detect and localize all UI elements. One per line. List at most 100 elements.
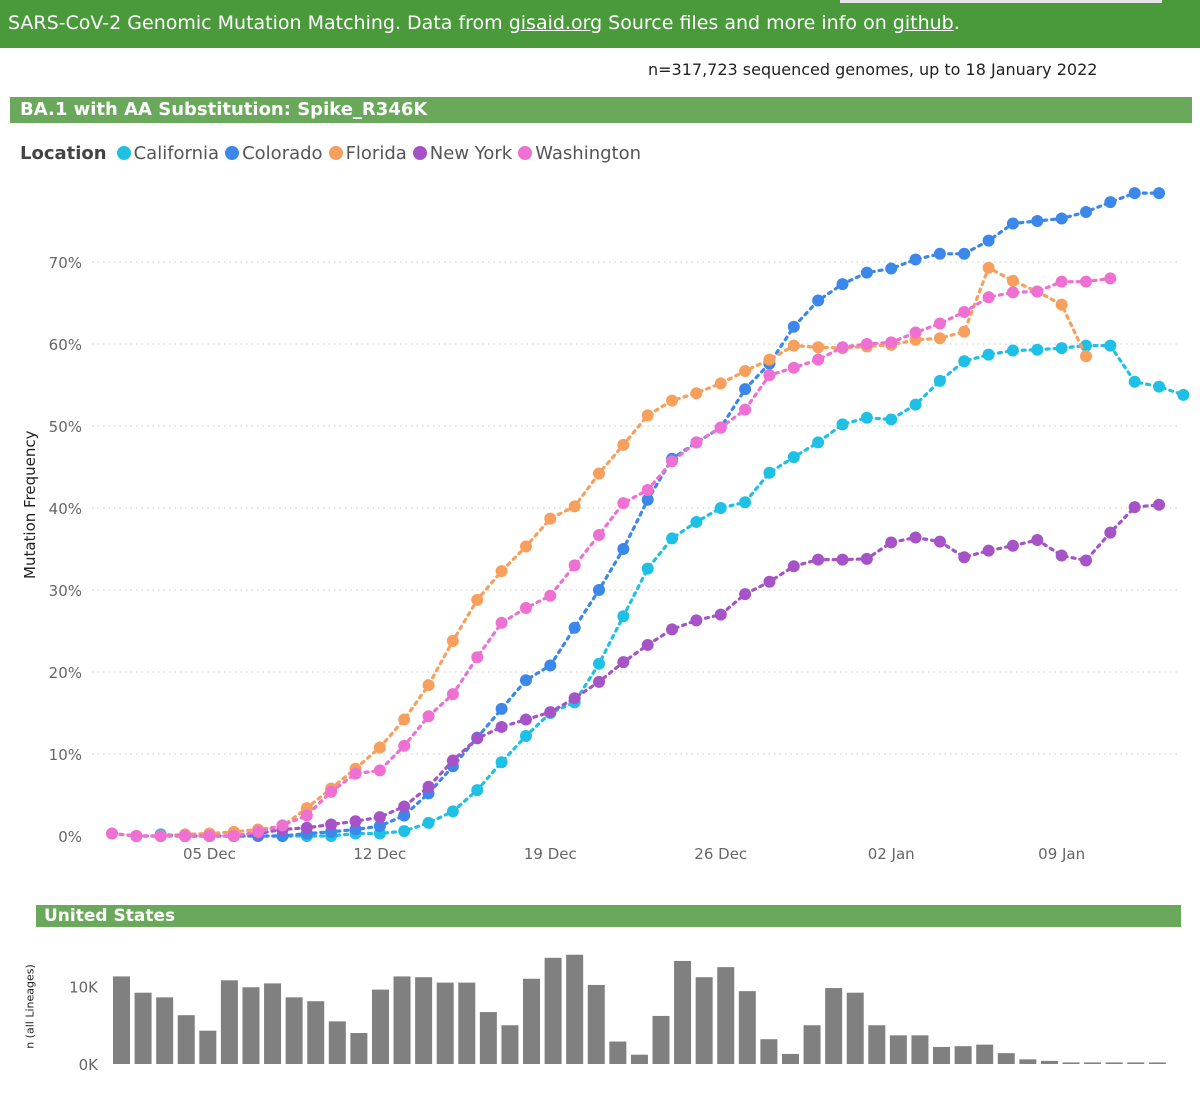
data-point-new-york	[933, 535, 946, 548]
data-point-washington	[179, 830, 192, 842]
data-point-florida	[958, 325, 971, 338]
legend-dot-florida	[328, 146, 343, 160]
data-point-california	[1080, 339, 1092, 352]
data-point-new-york	[373, 811, 386, 824]
axis-layer: 0% 10% 20% 30% 40% 50% 60% 70% 05 Dec 12 Dec 19 De…	[49, 254, 1085, 863]
data-point-florida	[593, 467, 605, 480]
data-point-colorado	[739, 383, 752, 396]
data-point-washington	[690, 436, 703, 449]
data-point-new-york	[885, 536, 898, 549]
y-tick-label: 10%	[49, 746, 82, 764]
data-point-florida	[982, 261, 995, 274]
data-point-colorado	[349, 823, 362, 836]
data-point-washington	[349, 767, 362, 780]
data-point-washington	[300, 809, 313, 822]
data-point-new-york	[1031, 533, 1044, 546]
data-point-new-york	[860, 552, 873, 565]
data-point-washington	[787, 361, 800, 374]
data-point-washington	[1080, 275, 1092, 288]
data-point-new-york	[1153, 498, 1166, 511]
github-link[interactable]: github	[892, 12, 954, 34]
data-point-california	[446, 805, 459, 818]
data-point-colorado	[958, 247, 971, 260]
data-point-new-york	[690, 614, 703, 627]
bar	[177, 1015, 195, 1064]
legend-item-california[interactable]: California	[116, 143, 219, 164]
data-point-california	[1031, 343, 1044, 356]
bar	[479, 1012, 497, 1064]
legend-label-new-york: New York	[429, 142, 513, 164]
data-point-new-york	[1080, 554, 1092, 567]
y-tick-label: 60%	[49, 336, 82, 354]
gisaid-link[interactable]: gisaid.org	[508, 12, 603, 34]
data-point-washington	[1104, 272, 1117, 285]
y-tick-label: 50%	[49, 418, 82, 436]
legend-item-washington[interactable]: Washington	[518, 143, 641, 164]
data-point-new-york	[909, 531, 922, 544]
data-point-washington	[544, 589, 557, 602]
bar	[652, 1015, 670, 1064]
data-point-florida	[422, 679, 435, 692]
data-point-washington	[836, 341, 849, 354]
data-point-florida	[690, 387, 703, 400]
data-point-colorado	[519, 674, 532, 687]
data-point-colorado	[1080, 205, 1092, 218]
data-point-florida	[812, 341, 825, 354]
data-point-colorado	[787, 320, 800, 333]
y-tick-label: 0%	[58, 828, 82, 846]
series-layer	[106, 187, 1190, 842]
data-point-california	[471, 784, 484, 797]
legend-item-florida[interactable]: Florida	[328, 142, 407, 164]
genome-count: n=317,723 sequenced genomes, up to 18 Ja…	[648, 60, 1098, 79]
y-tick-label: 70%	[49, 254, 82, 272]
data-point-colorado	[812, 294, 825, 307]
data-point-colorado	[1128, 187, 1141, 200]
data-point-florida	[739, 365, 752, 378]
legend-item-new-york[interactable]: New York	[412, 142, 513, 164]
data-point-washington	[958, 306, 971, 319]
data-point-new-york	[1128, 501, 1141, 514]
data-point-colorado	[1006, 217, 1019, 230]
data-point-california	[1055, 342, 1068, 355]
data-point-colorado	[495, 702, 508, 715]
data-point-new-york	[544, 706, 557, 719]
data-point-new-york	[763, 575, 776, 588]
data-point-new-york	[422, 780, 435, 793]
data-point-colorado	[617, 543, 630, 555]
bar	[285, 997, 303, 1064]
data-point-colorado	[885, 262, 898, 275]
series-colorado	[179, 187, 1166, 842]
bar	[393, 976, 411, 1064]
data-point-new-york	[300, 821, 313, 834]
data-point-new-york	[666, 623, 679, 636]
bar-y-tick-label: 0K	[79, 1056, 100, 1074]
data-point-california	[982, 348, 995, 361]
legend-label-florida: Florida	[345, 142, 407, 164]
bar	[976, 1044, 994, 1064]
data-point-colorado	[860, 266, 873, 279]
data-point-california	[1153, 380, 1166, 393]
bar	[1127, 1062, 1145, 1064]
data-point-new-york	[617, 656, 630, 669]
bar	[523, 978, 541, 1064]
data-point-california	[885, 413, 898, 426]
data-point-washington	[373, 764, 386, 777]
top-banner: SARS-CoV-2 Genomic Mutation Matching. Da…	[0, 0, 1200, 48]
data-point-florida	[373, 741, 386, 754]
data-point-washington	[933, 317, 946, 330]
series-florida	[106, 261, 1092, 842]
x-tick-label: 26 Dec	[694, 845, 747, 863]
bar	[997, 1053, 1015, 1064]
bar-layer: 0K 10K	[69, 954, 1166, 1074]
data-point-colorado	[1031, 215, 1044, 227]
y-tick-label: 30%	[49, 582, 82, 600]
data-point-florida	[763, 353, 776, 366]
legend-item-colorado[interactable]: Colorado	[225, 143, 323, 164]
data-point-washington	[203, 830, 216, 842]
bar	[501, 1025, 519, 1064]
data-point-florida	[666, 394, 679, 407]
bar	[933, 1046, 951, 1064]
data-point-washington	[495, 616, 508, 629]
data-point-new-york	[568, 692, 581, 705]
